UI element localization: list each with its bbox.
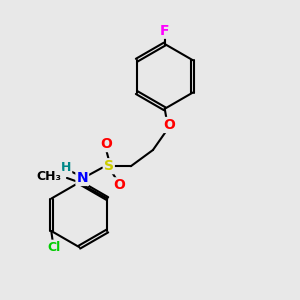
- Text: O: O: [163, 118, 175, 132]
- Text: H: H: [61, 161, 71, 174]
- Text: O: O: [113, 178, 125, 192]
- Text: Cl: Cl: [48, 241, 61, 254]
- Text: N: N: [76, 171, 88, 185]
- Text: F: F: [160, 24, 169, 38]
- Text: S: S: [104, 159, 114, 173]
- Text: O: O: [100, 137, 112, 151]
- Text: CH₃: CH₃: [37, 170, 62, 183]
